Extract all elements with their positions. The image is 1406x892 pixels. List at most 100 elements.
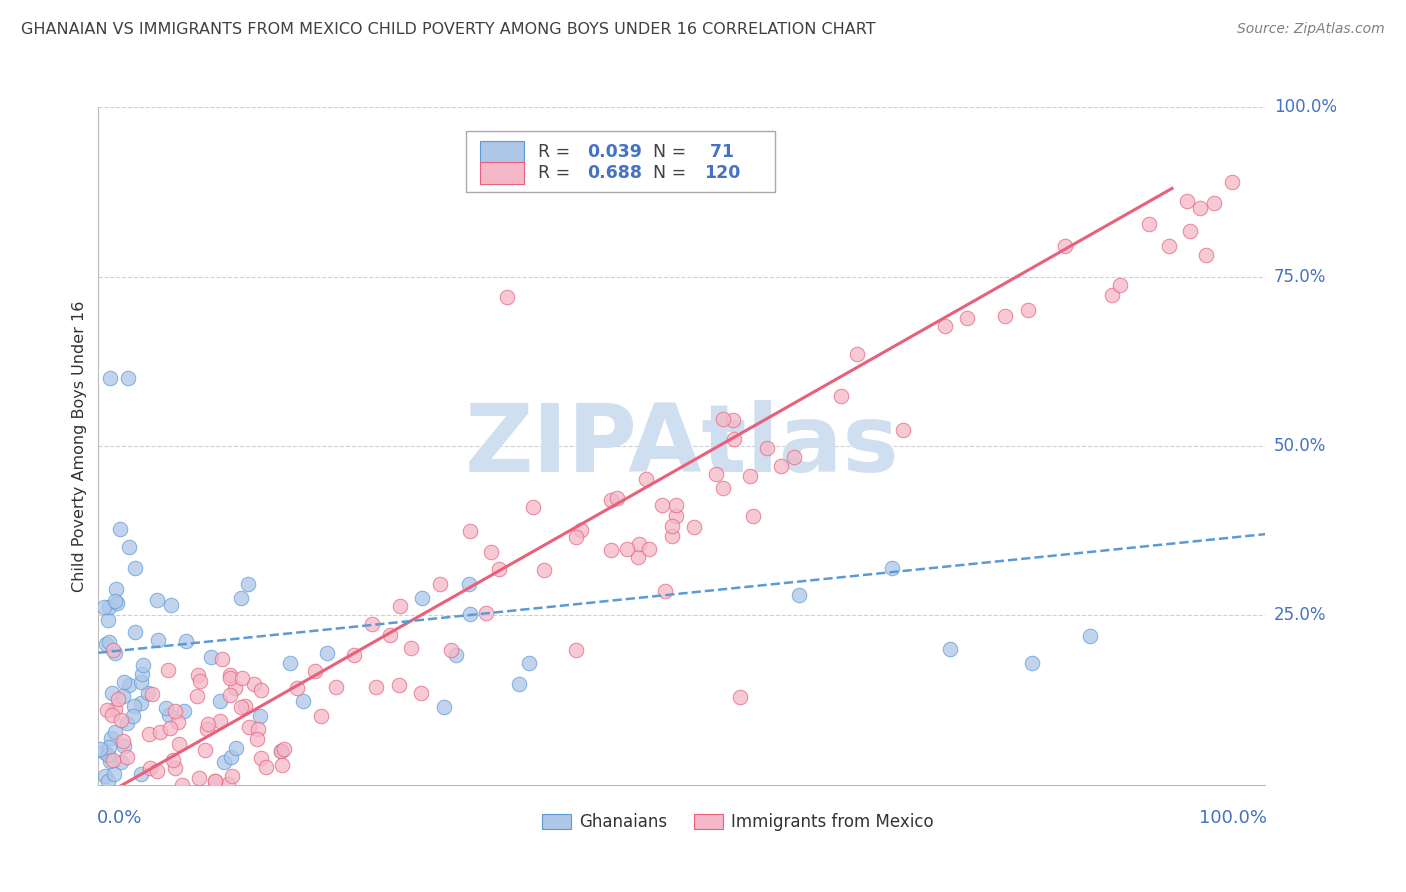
Point xyxy=(104,582,127,596)
Point xyxy=(112,675,135,690)
Point xyxy=(661,518,683,533)
Point xyxy=(129,766,152,780)
Point xyxy=(118,678,141,692)
Point xyxy=(231,671,253,685)
Point xyxy=(89,741,111,756)
Point xyxy=(1109,278,1132,293)
Point xyxy=(651,498,673,512)
Point xyxy=(636,472,658,486)
Text: ZIPAtlas: ZIPAtlas xyxy=(464,400,900,492)
Point xyxy=(104,646,127,660)
Point xyxy=(891,423,914,437)
Point xyxy=(165,761,187,775)
Point xyxy=(711,481,734,495)
Point xyxy=(136,686,159,700)
Point xyxy=(440,642,463,657)
Point xyxy=(1080,629,1102,643)
Point xyxy=(94,769,117,783)
Point xyxy=(174,634,197,648)
Point xyxy=(173,705,195,719)
Point xyxy=(194,743,217,757)
Bar xyxy=(479,162,524,184)
Text: 75.0%: 75.0% xyxy=(1274,268,1326,285)
Point xyxy=(93,745,115,759)
Point xyxy=(740,468,762,483)
Point xyxy=(599,493,621,508)
Point xyxy=(157,708,180,723)
Point xyxy=(782,450,804,465)
Point xyxy=(159,721,181,735)
Point xyxy=(98,754,121,768)
Point xyxy=(224,681,246,695)
Point xyxy=(364,680,387,694)
Point xyxy=(433,700,456,714)
Point xyxy=(830,389,852,403)
Point xyxy=(117,371,139,385)
Point xyxy=(221,769,243,783)
Point xyxy=(212,755,235,769)
Point xyxy=(131,696,153,710)
Point xyxy=(110,713,132,727)
Point xyxy=(401,640,423,655)
Text: 100.0%: 100.0% xyxy=(1198,809,1267,827)
Bar xyxy=(479,141,524,162)
Point xyxy=(654,583,676,598)
Point xyxy=(246,722,269,736)
Point xyxy=(411,591,433,606)
Text: R =: R = xyxy=(538,143,576,161)
Point xyxy=(457,577,479,591)
Point xyxy=(219,749,242,764)
Point xyxy=(1054,239,1077,253)
Point xyxy=(1195,248,1218,262)
Point xyxy=(444,648,467,663)
Text: 71: 71 xyxy=(704,143,734,161)
Point xyxy=(204,774,226,789)
Point xyxy=(934,319,956,334)
Point xyxy=(115,715,138,730)
Point xyxy=(254,759,277,773)
Text: 100.0%: 100.0% xyxy=(1274,98,1337,116)
Point xyxy=(1101,288,1123,302)
Point xyxy=(204,773,226,788)
Text: GHANAIAN VS IMMIGRANTS FROM MEXICO CHILD POVERTY AMONG BOYS UNDER 16 CORRELATION: GHANAIAN VS IMMIGRANTS FROM MEXICO CHILD… xyxy=(21,22,876,37)
Point xyxy=(606,491,628,506)
Point xyxy=(105,596,128,610)
Point xyxy=(167,714,190,729)
Point xyxy=(787,588,810,602)
Text: 25.0%: 25.0% xyxy=(1274,607,1326,624)
Point xyxy=(458,607,481,622)
Point xyxy=(149,725,172,739)
Point xyxy=(246,731,269,746)
Point xyxy=(187,668,209,682)
Point xyxy=(270,743,292,757)
Point xyxy=(533,563,555,577)
Point xyxy=(155,701,177,715)
Point xyxy=(229,700,252,714)
Point xyxy=(517,656,540,670)
Point xyxy=(124,561,146,575)
Point xyxy=(170,778,193,792)
Text: 0.688: 0.688 xyxy=(588,164,643,182)
Bar xyxy=(693,814,723,829)
Point xyxy=(218,689,240,703)
Point xyxy=(98,371,121,385)
Point xyxy=(756,441,779,455)
Point xyxy=(122,699,145,714)
Point xyxy=(145,592,167,607)
Text: Source: ZipAtlas.com: Source: ZipAtlas.com xyxy=(1237,22,1385,37)
Point xyxy=(231,591,253,605)
Point xyxy=(110,755,132,769)
Point xyxy=(104,594,127,608)
Point xyxy=(939,642,962,657)
Point xyxy=(97,773,120,788)
Point xyxy=(101,707,124,722)
Point xyxy=(311,709,333,723)
Point xyxy=(100,731,122,745)
Point xyxy=(278,656,301,670)
Point xyxy=(103,767,125,781)
Text: 0.039: 0.039 xyxy=(588,143,643,161)
Point xyxy=(141,687,163,701)
Point xyxy=(665,509,688,524)
Point xyxy=(157,663,180,677)
Point xyxy=(219,668,242,682)
